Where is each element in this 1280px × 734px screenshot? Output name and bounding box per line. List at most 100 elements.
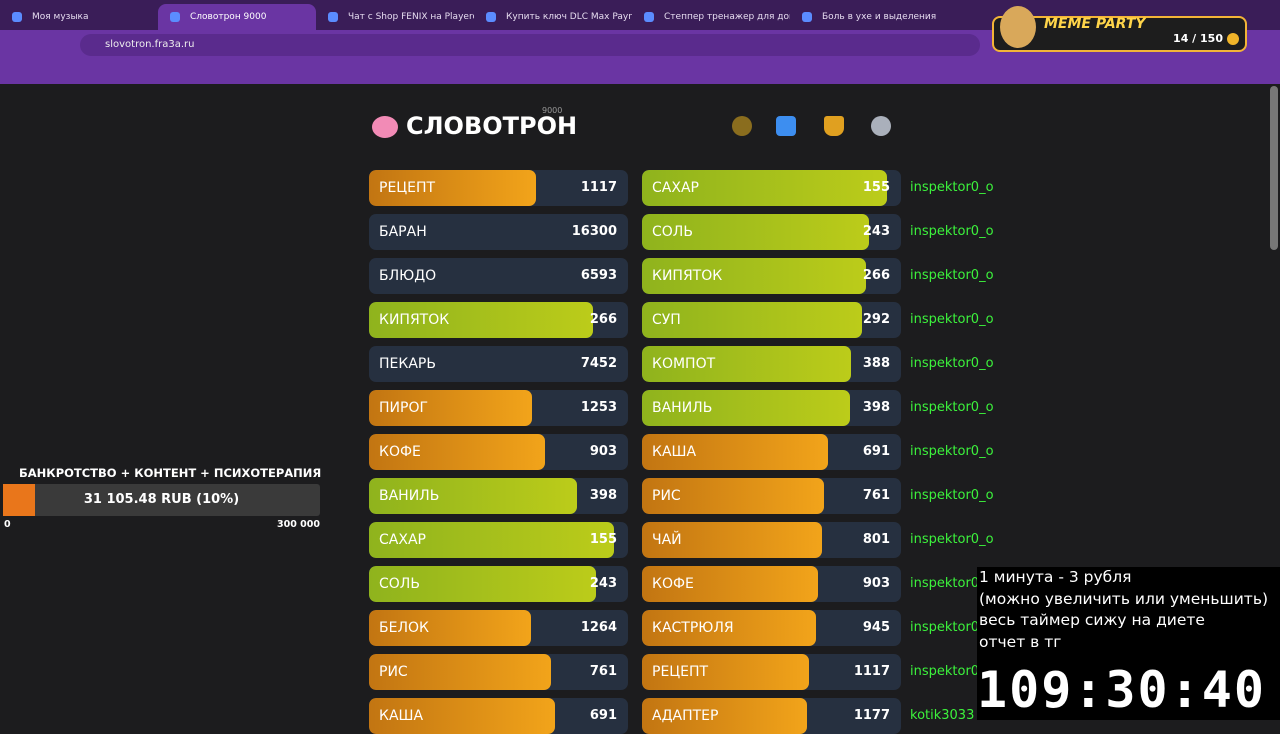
word: САХАР [379, 532, 426, 548]
word-row: СУП 292 [642, 302, 901, 338]
address-bar[interactable]: slovotron.fra3a.ru [80, 34, 980, 56]
word-row: КАША 691 [369, 698, 628, 734]
word-row: АДАПТЕР 1177 [642, 698, 901, 734]
word: КОФЕ [379, 444, 421, 460]
proximity-bar [642, 346, 851, 382]
rank: 398 [862, 400, 890, 415]
proximity-bar [642, 434, 829, 470]
word: КОФЕ [652, 576, 694, 592]
rank: 1177 [853, 708, 890, 723]
doge-avatar [1000, 6, 1036, 48]
proximity-bar [369, 478, 577, 514]
rank: 761 [589, 664, 617, 679]
word-row: САХАР 155 [369, 522, 628, 558]
word: САХАР [652, 180, 699, 196]
browser-tab[interactable]: Боль в ухе и выделения [790, 4, 948, 30]
rank: 1253 [580, 400, 617, 415]
browser-tab[interactable]: Словотрон 9000 [158, 4, 316, 30]
rank: 292 [862, 312, 890, 327]
rank: 761 [862, 488, 890, 503]
word-row: КИПЯТОК 266 [369, 302, 628, 338]
player-name: kotik3033 [910, 708, 975, 723]
title-badge: 9000 [542, 106, 563, 115]
rank: 1117 [853, 664, 890, 679]
goal-bar: 31 105.48 RUB (10%) [3, 484, 320, 516]
proximity-bar [642, 522, 823, 558]
goal-fill [3, 484, 35, 516]
proximity-bar [369, 566, 597, 602]
rank: 903 [589, 444, 617, 459]
proximity-bar [369, 302, 593, 338]
proximity-bar [642, 302, 863, 338]
player-name: inspektor0_o [910, 400, 994, 415]
stream-overlay: 1 минута - 3 рубля (можно увеличить или у… [977, 567, 1280, 720]
player-name: inspektor0_o [910, 532, 994, 547]
goal-amount: 31 105.48 RUB (10%) [83, 492, 240, 507]
player-name: inspektor0_o [910, 224, 994, 239]
rank: 16300 [571, 224, 617, 239]
scrollbar[interactable] [1270, 86, 1278, 250]
rank: 155 [862, 180, 890, 195]
word-row: КАСТРЮЛЯ 945 [642, 610, 901, 646]
game-header: СЛОВОТРОН 9000 [372, 106, 902, 148]
word: РЕЦЕПТ [652, 664, 709, 680]
goal-min: 0 [4, 519, 11, 530]
info-button[interactable] [776, 116, 796, 136]
proximity-bar [642, 258, 866, 294]
timer: 109:30:40 [977, 661, 1266, 719]
word-row: БЛЮДО 6593 [369, 258, 628, 294]
note-line: (можно увеличить или уменьшить) [979, 589, 1268, 608]
word: ПЕКАРЬ [379, 356, 436, 372]
word-row: ПИРОГ 1253 [369, 390, 628, 426]
word-row: РЕЦЕПТ 1117 [369, 170, 628, 206]
rank: 398 [589, 488, 617, 503]
word-row: БЕЛОК 1264 [369, 610, 628, 646]
browser-tab[interactable]: Моя музыка [0, 4, 158, 30]
word: РЕЦЕПТ [379, 180, 436, 196]
game-title: СЛОВОТРОН [406, 112, 578, 140]
note-line: 1 минута - 3 рубля [979, 568, 1132, 586]
word-row: РИС 761 [369, 654, 628, 690]
player-name: inspektor0_o [910, 620, 994, 635]
word: РИС [379, 664, 408, 680]
word: СУП [652, 312, 681, 328]
counter: 14 / 150 [1173, 32, 1223, 45]
proximity-bar [369, 522, 614, 558]
coin-icon [1227, 33, 1239, 45]
rank: 6593 [580, 268, 617, 283]
browser-tab[interactable]: Купить ключ DLC Max Payne 3 [474, 4, 632, 30]
word-row: ПЕКАРЬ 7452 [369, 346, 628, 382]
browser-tab[interactable]: Степпер тренажер для дома с [632, 4, 790, 30]
word: БАРАН [379, 224, 427, 240]
hint-button[interactable] [732, 116, 752, 136]
meme-party-widget: MEME PARTY 14 / 150 [992, 6, 1247, 52]
word-row: ЧАЙ 801 [642, 522, 901, 558]
word-row: БАРАН 16300 [369, 214, 628, 250]
player-name: inspektor0_o [910, 664, 994, 679]
proximity-bar [369, 170, 537, 206]
word-row: ВАНИЛЬ 398 [642, 390, 901, 426]
word-row: СОЛЬ 243 [642, 214, 901, 250]
leaderboard-button[interactable] [824, 116, 844, 136]
rank: 1264 [580, 620, 617, 635]
word: ПИРОГ [379, 400, 428, 416]
settings-button[interactable] [871, 116, 891, 136]
player-name: inspektor0_o [910, 268, 994, 283]
rank: 266 [862, 268, 890, 283]
player-name: inspektor0_o [910, 312, 994, 327]
word-row: ВАНИЛЬ 398 [369, 478, 628, 514]
rank: 155 [589, 532, 617, 547]
word: СОЛЬ [652, 224, 693, 240]
player-name: inspektor0_o [910, 180, 994, 195]
rank: 691 [589, 708, 617, 723]
word: ЧАЙ [652, 532, 682, 548]
rank: 266 [589, 312, 617, 327]
word: ВАНИЛЬ [379, 488, 440, 504]
browser-tab[interactable]: Чат с Shop FENIX на Playerok [316, 4, 474, 30]
rank: 691 [862, 444, 890, 459]
word: ВАНИЛЬ [652, 400, 713, 416]
rank: 801 [862, 532, 890, 547]
donation-goal: БАНКРОТСТВО + КОНТЕНТ + ПСИХОТЕРАПИЯ 31 … [0, 462, 324, 532]
note-line: отчет в тг [979, 632, 1062, 651]
